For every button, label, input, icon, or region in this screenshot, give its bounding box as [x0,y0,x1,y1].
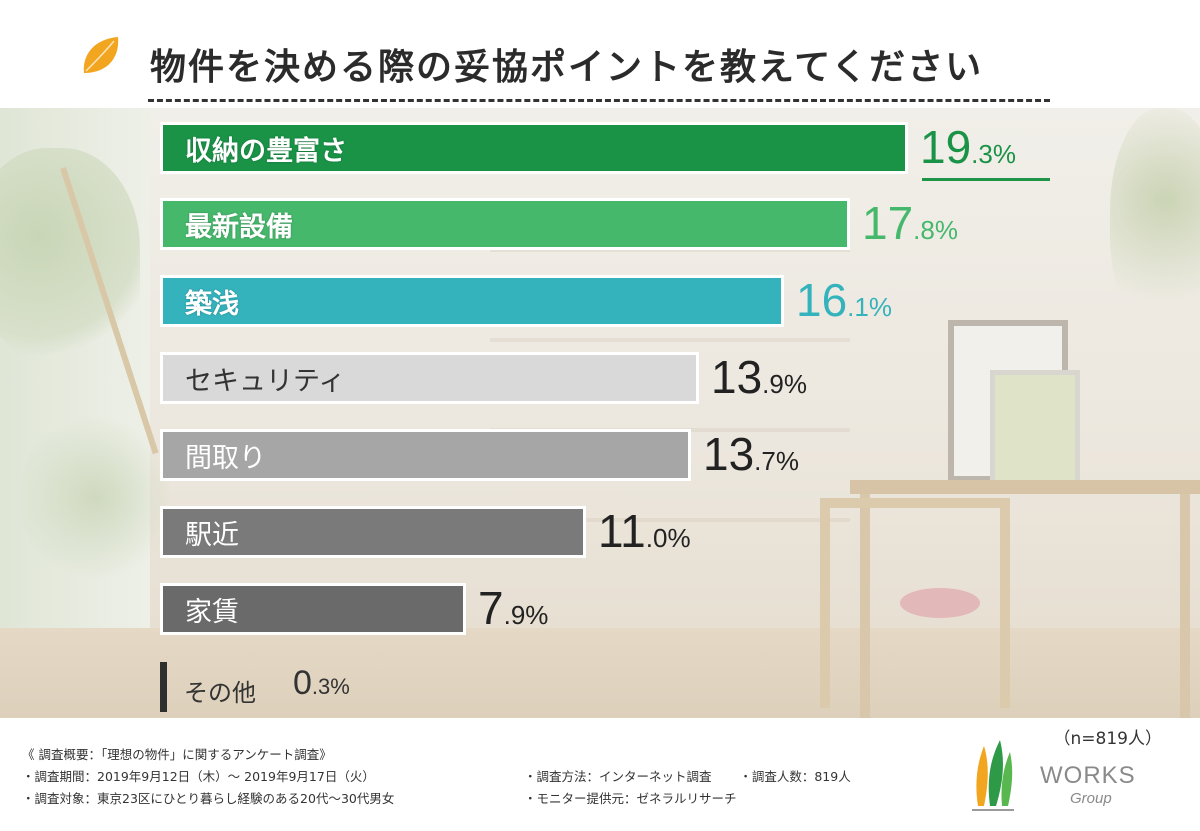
bar-value-label: 7.9% [478,581,548,635]
survey-period: ・調査期間：2019年9月12日（木）～ 2019年9月17日（火） [22,769,375,784]
bar-value-label: 13.7% [703,427,799,481]
bar-label: 築浅 [185,288,239,320]
survey-method-count: ・調査方法：インターネット調査 ・調査人数：819人 [524,766,851,788]
bar-label: その他 [184,679,256,707]
logo-subtext: Group [1070,790,1112,807]
bar-value-decimal: .3% [971,139,1016,169]
bar-label: 最新設備 [185,211,293,243]
leaf-icon [83,37,119,73]
bar-label: 駅近 [185,519,239,551]
bar-value-label: 11.0% [598,504,691,558]
bar-value-label: 19.3% [920,120,1016,174]
top-value-underline [922,178,1050,181]
page-title: 物件を決める際の妥協ポイントを教えてください [150,47,984,88]
bar-label: 収納の豊富さ [185,135,347,167]
bar-value-decimal: .1% [847,292,892,322]
survey-count: ・調査人数：819人 [739,769,851,784]
bar-label: 間取り [185,442,266,474]
bar-value-decimal: .7% [754,446,799,476]
bar-value-decimal: .9% [503,600,549,630]
bar-value-label: 13.9% [711,350,807,404]
bar-value-decimal: .0% [645,523,691,553]
bar-value-label: 16.1% [796,273,892,327]
bar-label: 家賃 [185,596,239,628]
bar-value-integer: 16 [796,274,848,326]
survey-method: ・調査方法：インターネット調査 [524,769,712,784]
bar-value-integer: 7 [478,582,504,634]
bar-3: 築浅 [160,275,784,327]
survey-notes-right: ・調査方法：インターネット調査 ・調査人数：819人 ・モニター提供元：ゼネラル… [524,766,851,810]
bar-4: セキュリティ [160,352,699,404]
bar-8 [160,662,167,712]
survey-heading: 《 調査概要：「理想の物件」に関するアンケート調査》 [22,747,332,762]
bar-label: セキュリティ [185,365,346,397]
sample-size: （n=819人） [1053,729,1162,749]
bar-1: 収納の豊富さ [160,122,908,174]
bar-value-integer: 0 [293,664,312,702]
bar-7: 家賃 [160,583,466,635]
bar-value-label: 17.8% [862,196,958,250]
title-divider [148,99,1050,102]
bar-value-integer: 17 [862,197,914,249]
bar-value-decimal: .8% [913,215,958,245]
bar-value-decimal: .9% [762,369,807,399]
works-group-logo-icon [972,740,1014,811]
survey-target: ・調査対象：東京23区にひとり暮らし経験のある20代～30代男女 [22,791,395,806]
bar-value-decimal: .3% [311,674,350,699]
bar-value-integer: 13 [711,351,763,403]
bar-value-integer: 11 [598,505,646,557]
survey-provider: ・モニター提供元：ゼネラルリサーチ [524,791,737,806]
bar-5: 間取り [160,429,691,481]
bar-value-label: 0.3% [293,664,350,703]
bar-6: 駅近 [160,506,586,558]
bar-2: 最新設備 [160,198,850,250]
bar-value-integer: 13 [703,428,755,480]
logo-text: WORKS [1040,762,1136,789]
bar-value-integer: 19 [920,121,972,173]
header [0,0,1200,108]
survey-notes: 《 調査概要：「理想の物件」に関するアンケート調査》 ・調査期間：2019年9月… [22,744,394,810]
